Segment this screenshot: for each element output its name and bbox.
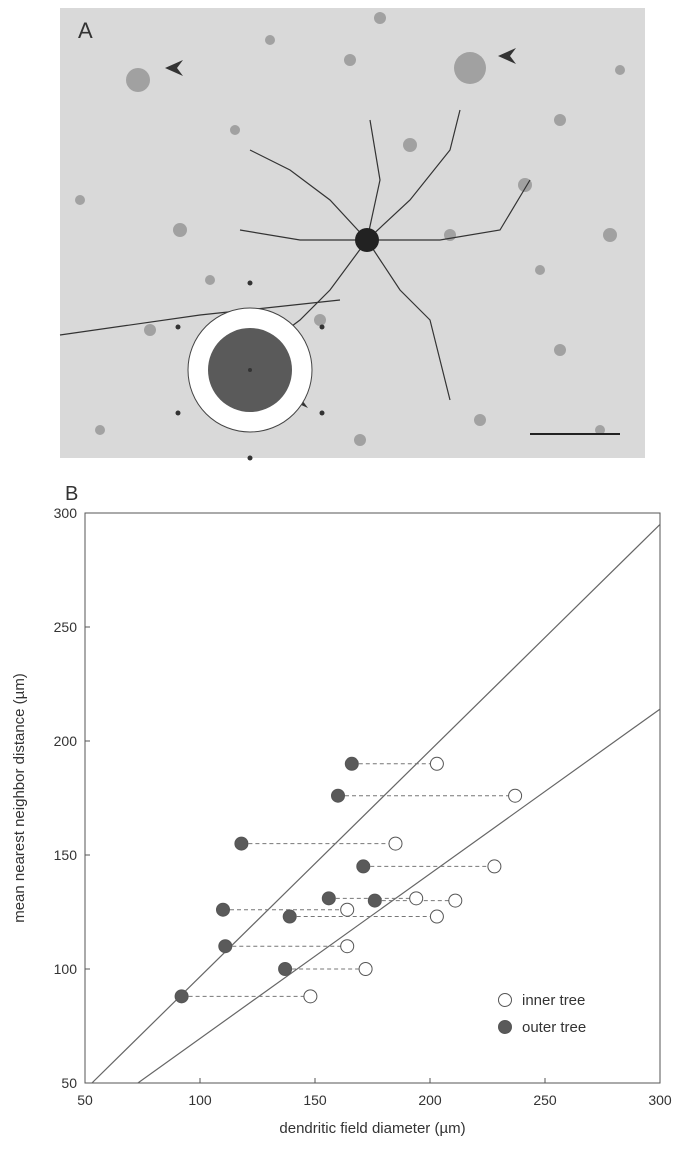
- legend-label: outer tree: [522, 1019, 586, 1036]
- x-tick-label: 100: [188, 1092, 212, 1108]
- legend-label: inner tree: [522, 992, 585, 1009]
- point: [409, 891, 424, 906]
- panel-label: B: [65, 483, 78, 505]
- x-tick-label: 150: [303, 1092, 327, 1108]
- point: [429, 756, 444, 771]
- point: [508, 788, 523, 803]
- point: [388, 836, 403, 851]
- x-tick-label: 250: [533, 1092, 557, 1108]
- point: [487, 859, 502, 874]
- x-tick-label: 50: [77, 1092, 93, 1108]
- point: [218, 939, 233, 954]
- y-tick-label: 200: [54, 733, 78, 749]
- legend-marker: [498, 1020, 512, 1034]
- point: [282, 909, 297, 924]
- point: [367, 893, 382, 908]
- x-tick-label: 200: [418, 1092, 442, 1108]
- point: [358, 962, 373, 976]
- point: [331, 788, 345, 803]
- x-tick-label: 300: [648, 1092, 672, 1108]
- y-tick-label: 150: [54, 847, 78, 863]
- y-tick-label: 100: [54, 961, 78, 977]
- point: [429, 909, 444, 924]
- point: [340, 939, 355, 954]
- fit-line: [91, 523, 660, 1083]
- plot-frame: [84, 512, 661, 1084]
- point: [340, 902, 355, 917]
- point: [278, 962, 293, 976]
- point: [344, 756, 359, 771]
- panel-label: A: [78, 18, 93, 43]
- y-tick-label: 50: [61, 1075, 77, 1091]
- y-tick-label: 300: [54, 505, 78, 521]
- fit-line: [137, 708, 660, 1083]
- y-tick-label: 250: [54, 619, 78, 635]
- x-axis-label: dendritic field diameter (µm): [279, 1120, 465, 1137]
- point: [321, 891, 336, 906]
- point: [356, 859, 371, 874]
- legend-marker: [498, 993, 512, 1007]
- point: [448, 893, 463, 908]
- point: [174, 989, 189, 1004]
- point: [303, 989, 318, 1004]
- micrograph: [59, 8, 645, 458]
- point: [216, 902, 230, 917]
- point: [234, 836, 249, 851]
- schematic: [175, 280, 325, 461]
- y-axis-label: mean nearest neighbor distance (µm): [11, 673, 28, 923]
